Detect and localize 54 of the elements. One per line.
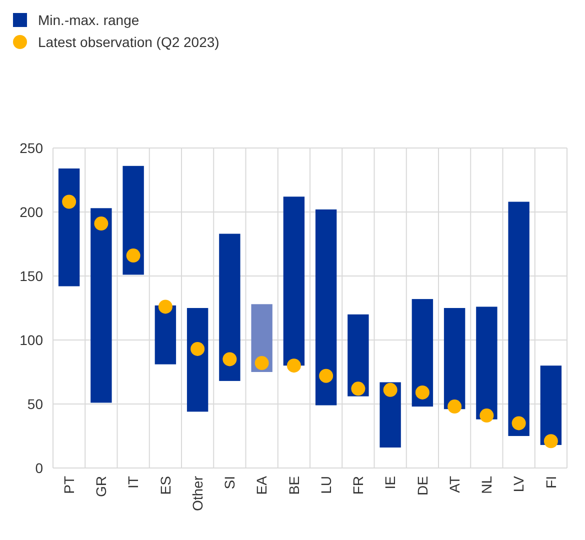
point bbox=[319, 368, 334, 383]
x-tick-label: FI bbox=[542, 476, 559, 488]
point bbox=[190, 342, 205, 356]
bar bbox=[154, 305, 176, 364]
point bbox=[286, 358, 301, 373]
bar bbox=[508, 202, 530, 436]
point bbox=[415, 385, 430, 400]
y-tick-label: 0 bbox=[35, 460, 44, 476]
x-tick-label: BE bbox=[286, 476, 302, 495]
bar bbox=[58, 168, 80, 286]
y-tick-label: 50 bbox=[27, 396, 44, 412]
x-tick-label: IT bbox=[125, 476, 142, 488]
point bbox=[383, 382, 398, 397]
x-tick-label: EA bbox=[254, 475, 270, 495]
x-tick-label: NL bbox=[478, 476, 495, 494]
bar bbox=[476, 306, 498, 420]
bar bbox=[186, 308, 208, 412]
point bbox=[512, 416, 526, 430]
x-tick-label: SI bbox=[222, 476, 238, 490]
point bbox=[544, 434, 558, 448]
bar bbox=[444, 308, 466, 410]
x-tick-label: GR bbox=[93, 476, 110, 497]
x-tick-label: AT bbox=[446, 476, 462, 493]
point bbox=[448, 400, 462, 414]
x-tick-label: FR bbox=[350, 476, 366, 495]
point bbox=[222, 352, 237, 366]
bar bbox=[219, 234, 240, 381]
bar bbox=[315, 209, 337, 406]
bar bbox=[122, 166, 144, 275]
y-tick-label: 250 bbox=[20, 140, 44, 156]
bar bbox=[90, 208, 112, 403]
x-tick-label: LU bbox=[318, 476, 334, 494]
point bbox=[480, 408, 494, 423]
point bbox=[158, 300, 172, 314]
x-tick-label: DE bbox=[414, 476, 430, 496]
bar bbox=[348, 314, 369, 396]
legend-label: Min.-max. range bbox=[38, 12, 140, 28]
point bbox=[62, 194, 76, 209]
point bbox=[94, 216, 108, 231]
bar bbox=[412, 299, 434, 407]
x-tick-label: LV bbox=[510, 475, 527, 492]
x-tick-label: PT bbox=[60, 476, 77, 494]
bar bbox=[283, 196, 305, 366]
y-tick-label: 100 bbox=[20, 332, 44, 348]
point bbox=[254, 356, 269, 370]
point bbox=[351, 382, 366, 396]
point bbox=[126, 248, 140, 263]
y-tick-label: 200 bbox=[20, 204, 44, 220]
x-tick-label: ES bbox=[157, 476, 174, 495]
bar bbox=[540, 366, 562, 445]
x-tick-label: IE bbox=[382, 476, 398, 490]
y-tick-label: 150 bbox=[20, 268, 44, 284]
x-tick-label: Other bbox=[189, 476, 206, 512]
legend-label: Latest observation (Q2 2023) bbox=[38, 34, 220, 50]
